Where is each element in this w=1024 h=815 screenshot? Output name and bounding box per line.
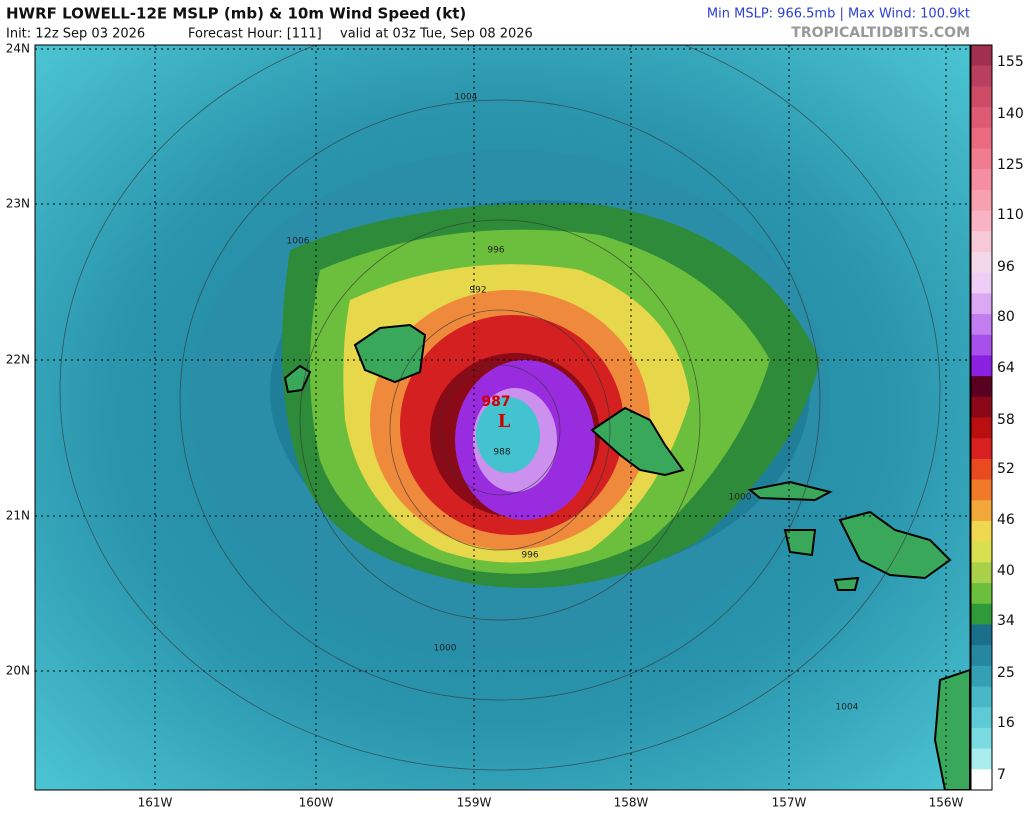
contour-label: 1000 <box>729 493 752 503</box>
colorbar-swatch <box>971 231 992 253</box>
colorbar-label: 110 <box>997 207 1024 223</box>
colorbar-swatch <box>971 458 992 481</box>
colorbar-label: 140 <box>997 106 1024 122</box>
colorbar-swatch <box>971 686 992 708</box>
contour-label: 1000 <box>434 644 457 654</box>
colorbar-label: 40 <box>997 563 1015 579</box>
site: TROPICALTIDBITS.COM <box>791 25 970 41</box>
colorbar-swatch <box>971 769 992 791</box>
colorbar-swatch <box>971 541 992 563</box>
colorbar-swatch <box>971 272 992 294</box>
colorbar-frame <box>970 44 993 791</box>
colorbar-label: 25 <box>997 665 1015 681</box>
colorbar-swatch <box>971 169 992 191</box>
colorbar-label: 7 <box>997 767 1006 783</box>
lon-label: 159W <box>457 796 492 810</box>
stats: Min MSLP: 966.5mb | Max Wind: 100.9kt <box>707 7 970 22</box>
lat-label: 20N <box>6 664 30 678</box>
colorbar-swatch <box>971 645 992 667</box>
colorbar-swatch <box>971 396 992 418</box>
colorbar-label: 96 <box>997 259 1015 275</box>
colorbar-swatch <box>971 251 992 274</box>
colorbar-swatch <box>971 107 992 129</box>
contour-label: 988 <box>493 448 510 458</box>
colorbar-swatch <box>971 562 992 584</box>
title: HWRF LOWELL-12E MSLP (mb) & 10m Wind Spe… <box>6 5 466 23</box>
colorbar-label: 64 <box>997 360 1015 376</box>
colorbar-swatch <box>971 520 992 543</box>
lat-label: 24N <box>6 42 30 56</box>
contour-label: 996 <box>521 551 538 561</box>
forecast-hour: Forecast Hour: [111] <box>188 27 322 42</box>
colorbar-swatch <box>971 500 992 522</box>
lon-label: 160W <box>299 796 334 810</box>
colorbar-label: 52 <box>997 461 1015 477</box>
colorbar-swatch <box>971 603 992 625</box>
contour-label: 1006 <box>287 237 310 247</box>
colorbar-swatch <box>971 376 992 398</box>
colorbar-swatch <box>971 45 992 67</box>
lon-label: 157W <box>772 796 807 810</box>
lon-label: 161W <box>138 796 173 810</box>
colorbar-swatch <box>971 189 992 212</box>
colorbar-swatch <box>971 479 992 501</box>
map-frame <box>34 44 971 791</box>
lat-label: 21N <box>6 509 30 523</box>
colorbar-label: 34 <box>997 613 1015 629</box>
colorbar-label: 58 <box>997 412 1015 428</box>
colorbar-label: 80 <box>997 309 1015 325</box>
valid-time: valid at 03z Tue, Sep 08 2026 <box>340 27 533 42</box>
colorbar-label: 16 <box>997 715 1015 731</box>
colorbar-swatch <box>971 314 992 336</box>
colorbar-swatch <box>971 707 992 729</box>
colorbar-swatch <box>971 727 992 750</box>
contour-label: 1004 <box>455 93 478 103</box>
colorbar-swatch <box>971 748 992 770</box>
center-pressure: 987 <box>481 394 510 410</box>
lon-label: 158W <box>614 796 649 810</box>
colorbar-label: 155 <box>997 54 1024 70</box>
colorbar-swatch <box>971 293 992 315</box>
colorbar-label: 125 <box>997 157 1024 173</box>
colorbar-swatch <box>971 210 992 232</box>
colorbar-swatch <box>971 417 992 439</box>
colorbar-swatch <box>971 624 992 646</box>
colorbar-swatch <box>971 148 992 170</box>
map: 1004 1006 996 992 988 996 1000 1000 1004 987 L <box>35 45 970 790</box>
contour-label: 1004 <box>836 703 859 713</box>
colorbar-swatch <box>971 438 992 460</box>
contour-label: 996 <box>487 246 504 256</box>
colorbar-swatch <box>971 65 992 87</box>
colorbar-swatch <box>971 127 992 149</box>
contour-label: 992 <box>469 286 486 296</box>
colorbar-swatch <box>971 86 992 108</box>
colorbar-swatch <box>971 355 992 377</box>
lon-label: 156W <box>929 796 964 810</box>
colorbar-swatch <box>971 583 992 605</box>
lat-label: 23N <box>6 197 30 211</box>
colorbar-swatch <box>971 665 992 688</box>
low-marker: L <box>498 411 511 432</box>
init: Init: 12z Sep 03 2026 <box>6 27 145 42</box>
lat-label: 22N <box>6 353 30 367</box>
colorbar-label: 46 <box>997 512 1015 528</box>
colorbar-swatch <box>971 334 992 356</box>
